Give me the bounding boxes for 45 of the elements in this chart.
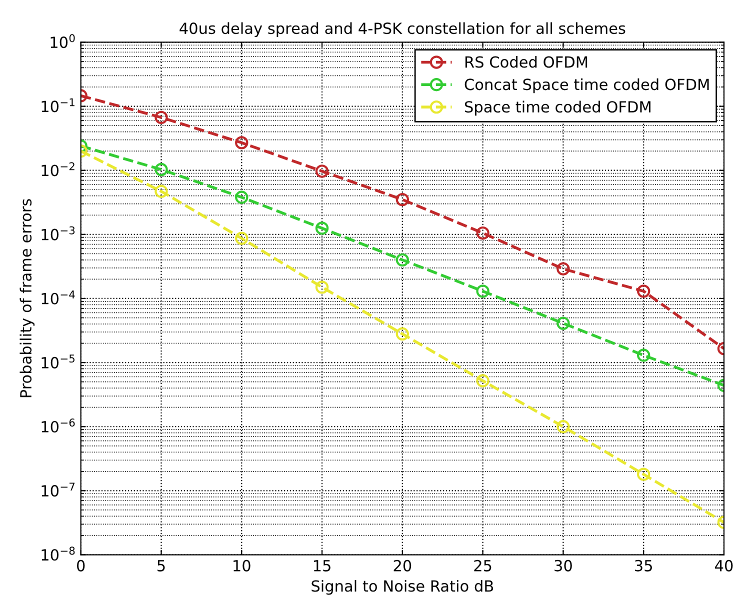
x-tick-label: 35 xyxy=(635,560,652,572)
y-tick-label: 10$^{−1}$ xyxy=(42,98,74,112)
point xyxy=(476,374,490,388)
point xyxy=(636,348,650,362)
point xyxy=(154,110,168,124)
point xyxy=(154,162,168,176)
y-tick-label: 10$^{0}$ xyxy=(50,34,75,48)
point xyxy=(396,253,410,267)
point xyxy=(396,192,410,206)
point xyxy=(636,284,650,298)
y-tick-label: 10$^{−6}$ xyxy=(42,418,75,433)
x-tick-label: 0 xyxy=(76,560,85,572)
x-tick-label: 20 xyxy=(394,560,412,572)
point xyxy=(396,327,410,341)
legend-label: Space time coded OFDM xyxy=(464,100,650,116)
y-tick-label: 10$^{−5}$ xyxy=(42,354,75,368)
point xyxy=(556,420,570,434)
y-tick-label: 10$^{−8}$ xyxy=(42,546,75,561)
point xyxy=(315,222,329,235)
point xyxy=(556,316,570,330)
y-axis-title: Probability of frame errors xyxy=(20,199,35,398)
point xyxy=(476,284,490,298)
legend-label: RS Coded OFDM xyxy=(465,56,588,68)
x-tick-label: 5 xyxy=(158,560,165,572)
point xyxy=(235,136,248,150)
point xyxy=(556,262,570,276)
x-axis-title: Signal to Noise Ratio dB xyxy=(312,580,494,595)
x-tick-label: 40 xyxy=(715,560,733,572)
x-tick-label: 25 xyxy=(474,560,492,572)
point xyxy=(235,232,248,245)
point xyxy=(315,164,329,178)
x-tick-label: 10 xyxy=(234,560,250,572)
point xyxy=(636,468,650,481)
x-tick-label: 30 xyxy=(554,560,572,572)
y-tick-label: 10$^{−4}$ xyxy=(42,290,75,304)
point xyxy=(476,226,490,240)
point xyxy=(315,280,329,294)
point xyxy=(154,184,168,198)
y-tick-label: 10$^{−2}$ xyxy=(42,162,74,176)
x-tick-label: 15 xyxy=(314,560,330,572)
y-tick-label: 10$^{−7}$ xyxy=(42,482,75,497)
y-tick-label: 10$^{−3}$ xyxy=(42,226,75,240)
legend-label: Concat Space time coded OFDM xyxy=(464,78,709,94)
chart-title: 40us delay spread and 4-PSK constellation for all schemes xyxy=(180,22,626,38)
point xyxy=(235,190,248,204)
